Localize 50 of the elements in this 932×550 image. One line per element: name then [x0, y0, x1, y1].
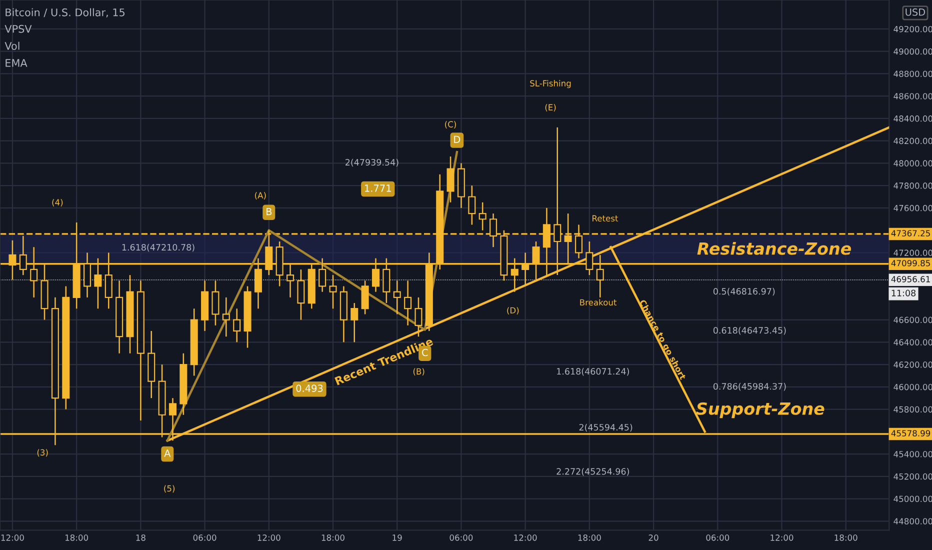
annotation: (A)	[255, 192, 266, 200]
ref-line-label: 46956.61	[891, 276, 930, 282]
x-tick-label: 12:00	[1, 534, 24, 541]
x-tick-label: 18:00	[834, 534, 858, 541]
x-tick-label: 18:00	[578, 534, 601, 541]
x-tick-label: 06:00	[450, 534, 473, 541]
x-tick-label: 06:00	[193, 534, 216, 541]
x-tick-label: 18	[136, 534, 146, 541]
x-tick-label: 19	[392, 534, 402, 541]
x-tick-label: 12:00	[258, 534, 280, 541]
ref-line-label: 45578.99	[891, 430, 930, 436]
annotation: 2.272(45254.96)	[556, 468, 629, 476]
x-tick-label: 18:00	[65, 534, 88, 541]
annotation: (C)	[445, 121, 456, 128]
annotation: (4)	[52, 199, 63, 206]
x-tick-label: 12:00	[514, 534, 537, 541]
x-tick-label: 20	[648, 534, 658, 541]
annotation: 0.493	[296, 384, 323, 392]
ref-line-label: 47099.85	[891, 260, 930, 266]
annotation: 2(45594.45)	[579, 424, 632, 432]
y-axis-title: USD	[906, 8, 926, 16]
text: 11:08	[892, 290, 916, 296]
annotation: (E)	[545, 104, 556, 112]
annotation: 0.618(46473.45)	[713, 326, 786, 335]
annotation: EMA	[6, 59, 28, 67]
x-tick-label: 06:00	[706, 534, 730, 541]
annotation: D	[454, 136, 460, 143]
annotation: Support-Zone	[696, 402, 824, 418]
annotation: Breakout	[580, 299, 617, 306]
annotation: B	[266, 208, 272, 216]
annotation: VPSV	[4, 24, 32, 33]
annotation: 0.5(46816.97)	[713, 288, 775, 296]
annotation: (3)	[37, 449, 48, 457]
text: Bitcoin / U.S. Dollar, 15	[6, 8, 124, 18]
annotation: 1.618(46071.24)	[557, 368, 629, 376]
x-tick-label: 12:00	[770, 534, 794, 541]
annotation: A	[164, 450, 171, 457]
x-tick-label: 18:00	[322, 534, 344, 541]
annotation: (5)	[164, 485, 174, 493]
annotation: 2(47939.54)	[346, 158, 398, 167]
annotation: SL-Fishing	[530, 80, 571, 88]
annotation: Vol	[4, 42, 20, 50]
annotation: 1.618(47210.78)	[122, 244, 194, 252]
annotation: Retest	[592, 215, 618, 222]
annotation: (D)	[507, 307, 519, 315]
annotation: Resistance-Zone	[697, 242, 852, 255]
ref-line-label: 47367.25	[891, 230, 930, 236]
annotation: 0.786(45984.37)	[713, 382, 786, 391]
annotation: (B)	[413, 368, 424, 376]
annotation: 1.771	[365, 184, 391, 192]
